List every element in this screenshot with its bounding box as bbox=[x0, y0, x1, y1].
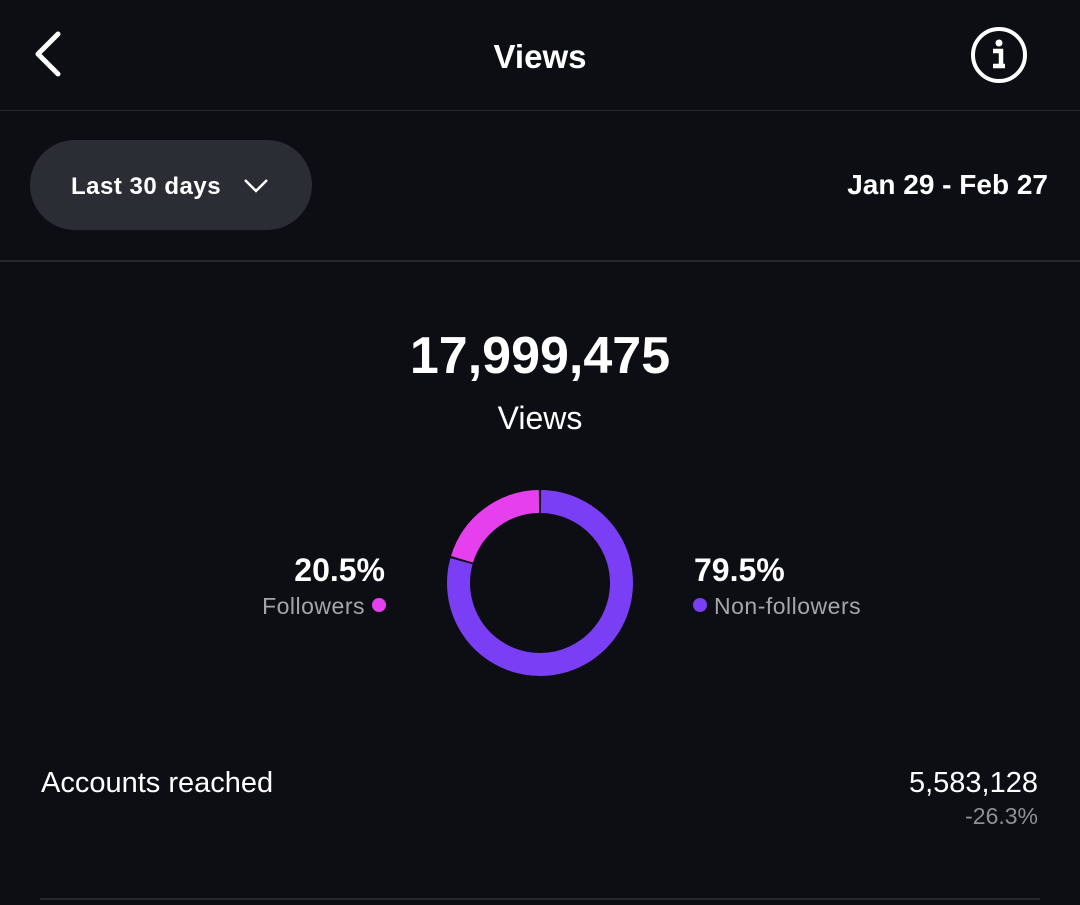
date-range: Jan 29 - Feb 27 bbox=[847, 169, 1048, 200]
info-button[interactable] bbox=[968, 24, 1032, 88]
stat-value: 5,583,128 bbox=[908, 767, 1038, 799]
stat-change: -26.3% bbox=[965, 803, 1038, 829]
legend-dot bbox=[372, 598, 386, 612]
stat-label: Accounts reached bbox=[41, 767, 274, 799]
percent-label: 20.5% bbox=[294, 552, 385, 588]
total-label: Views bbox=[497, 400, 583, 436]
header-title: Views bbox=[493, 38, 587, 75]
donut-segment bbox=[451, 490, 540, 564]
divider bbox=[40, 898, 1040, 900]
percent-label: 79.5% bbox=[694, 552, 785, 588]
legend-label: Followers bbox=[262, 593, 365, 619]
legend-dot bbox=[693, 598, 707, 612]
donut-chart: 20.5% Followers 79.5% Non-followers bbox=[262, 490, 861, 676]
chevron-down bbox=[244, 179, 268, 193]
legend-label: Non-followers bbox=[714, 593, 861, 619]
period-selector[interactable]: Last 30 days bbox=[30, 140, 312, 230]
donut-segment bbox=[447, 490, 633, 676]
total-views: 17,999,475 bbox=[409, 327, 671, 385]
period-label: Last 30 days bbox=[71, 173, 222, 200]
divider bbox=[0, 260, 1080, 262]
back-button[interactable] bbox=[30, 30, 70, 82]
divider bbox=[0, 110, 1080, 111]
